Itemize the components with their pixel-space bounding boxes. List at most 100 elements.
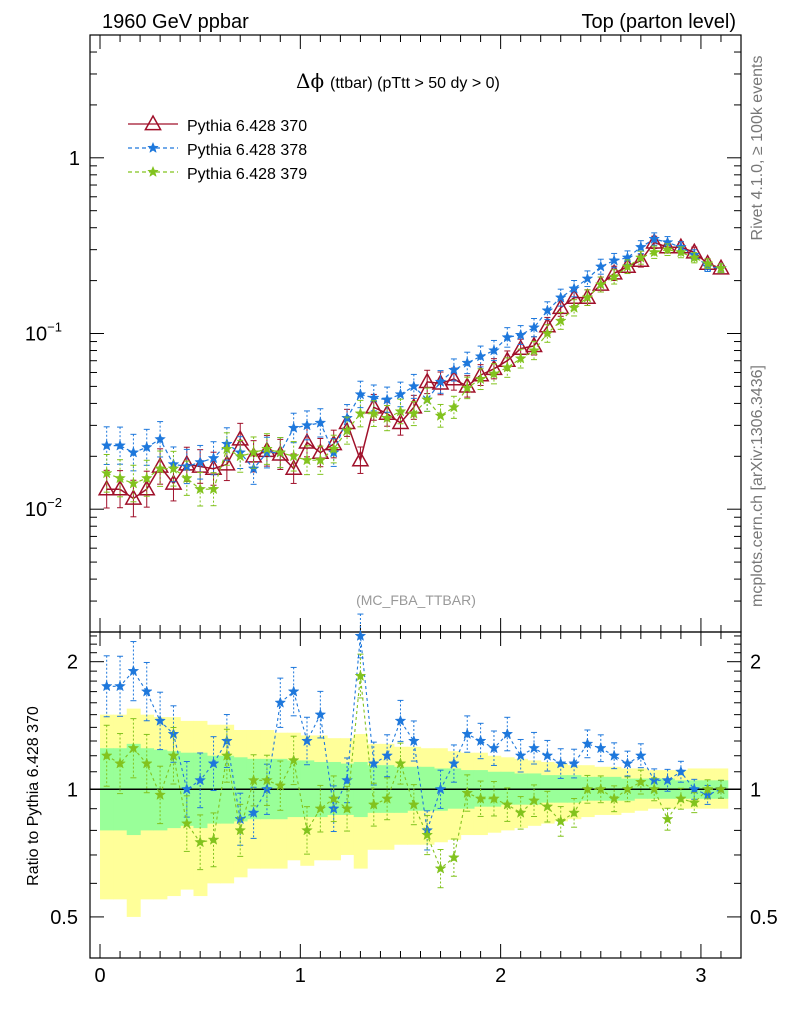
ratio-marker-point — [394, 714, 407, 726]
ratio-marker-point — [207, 757, 220, 769]
marker-point — [351, 450, 370, 467]
marker-point — [381, 393, 393, 405]
marker-point — [394, 388, 407, 400]
marker-point — [501, 331, 514, 343]
ratio-marker-point — [180, 783, 193, 795]
marker-point — [207, 451, 220, 464]
ratio-marker-point — [301, 734, 313, 747]
marker-point — [127, 446, 140, 458]
marker-point — [514, 328, 527, 341]
ratio-marker-point — [327, 792, 340, 804]
ratio-series-1 — [100, 653, 727, 889]
ratio-marker-point — [140, 757, 153, 769]
marker-point — [487, 344, 500, 356]
marker-point — [488, 367, 500, 379]
marker-point — [581, 272, 594, 284]
ratio-marker-point — [514, 749, 527, 761]
ratio-marker-point — [461, 727, 474, 740]
marker-point — [568, 282, 580, 294]
ratio-marker-point — [634, 775, 647, 788]
legend-symbol — [147, 165, 159, 177]
ratio-marker-point — [594, 741, 607, 754]
main-ytick-label: 10−2 — [25, 495, 62, 521]
marker-point — [608, 254, 621, 266]
analysis-subtitle: (MC_FBA_TTBAR) — [356, 592, 476, 608]
marker-point — [608, 270, 621, 282]
marker-point — [474, 372, 487, 385]
marker-point — [271, 444, 290, 461]
ratio-marker-point — [407, 798, 420, 810]
ratio-marker-point — [287, 685, 300, 697]
ratio-marker-point — [474, 792, 487, 804]
ratio-marker-point — [154, 788, 166, 800]
legend-marker-1 — [128, 141, 178, 153]
marker-point — [261, 442, 273, 455]
marker-point — [100, 467, 113, 479]
ratio-marker-point — [234, 824, 247, 836]
marker-point — [154, 433, 166, 445]
marker-point — [448, 363, 460, 375]
ratio-marker-point — [261, 774, 273, 786]
ratio-marker-point — [367, 757, 380, 769]
marker-point — [127, 477, 140, 489]
marker-point — [167, 462, 180, 474]
marker-point — [114, 439, 126, 451]
marker-point — [445, 369, 463, 386]
ratio-marker-point — [100, 680, 113, 692]
ratio-marker-point — [247, 806, 260, 818]
marker-point — [568, 301, 580, 313]
ratio-marker-point — [154, 714, 166, 726]
ratio-series-line — [106, 635, 722, 831]
ratio-marker-point — [648, 783, 661, 795]
mcplots-label: mcplots.cern.ch [arXiv:1306.3436] — [749, 365, 766, 607]
ratio-marker-point — [634, 749, 647, 761]
ratio-series-0 — [100, 613, 727, 851]
ratio-ytick-label-right: 2 — [750, 652, 761, 674]
ratio-marker-point — [661, 774, 674, 786]
marker-point — [154, 462, 166, 474]
ratio-marker-point — [621, 757, 634, 769]
ratio-marker-point — [501, 727, 514, 740]
ratio-marker-point — [100, 749, 113, 761]
ratio-marker-point — [528, 794, 540, 806]
ratio-xtick-label: 3 — [695, 965, 706, 987]
ratio-marker-point — [287, 754, 300, 766]
ratio-marker-point — [568, 806, 580, 818]
marker-point — [247, 446, 260, 458]
ratio-marker-point — [127, 664, 140, 677]
marker-point — [648, 232, 661, 245]
ratio-marker-point — [167, 749, 180, 761]
series-1 — [100, 232, 727, 485]
ratio-marker-point — [421, 828, 434, 841]
ratio-marker-point — [114, 680, 126, 692]
ratio-marker-point — [501, 798, 514, 810]
ratio-marker-point — [367, 798, 380, 810]
marker-point — [541, 327, 554, 339]
marker-point — [501, 361, 514, 373]
ratio-marker-point — [474, 734, 487, 747]
marker-point — [594, 260, 607, 272]
marker-point — [164, 473, 183, 490]
marker-point — [341, 424, 353, 436]
legend-label-379: Pythia 6.428 379 — [187, 166, 307, 183]
marker-point — [114, 472, 126, 484]
ratio-ytick-label-left: 2 — [67, 652, 78, 674]
ratio-xtick-label: 2 — [495, 965, 506, 987]
ratio-marker-point — [381, 792, 393, 804]
marker-point — [194, 456, 207, 468]
marker-point — [218, 454, 236, 471]
legend-label-370: Pythia 6.428 370 — [187, 118, 307, 135]
marker-point — [100, 439, 113, 451]
ratio-marker-point — [341, 774, 353, 786]
rivet-version-label: Rivet 4.1.0, ≥ 100k events — [749, 56, 766, 241]
marker-point — [407, 407, 420, 419]
ratio-marker-point — [568, 757, 580, 769]
ratio-marker-point — [528, 741, 541, 754]
ratio-marker-point — [274, 779, 287, 791]
ratio-marker-point — [608, 792, 621, 804]
ratio-plot-frame — [89, 631, 742, 959]
ratio-marker-point — [180, 817, 193, 829]
marker-point — [434, 409, 447, 421]
marker-point — [621, 260, 634, 272]
main-ytick-label: 1 — [69, 148, 80, 170]
